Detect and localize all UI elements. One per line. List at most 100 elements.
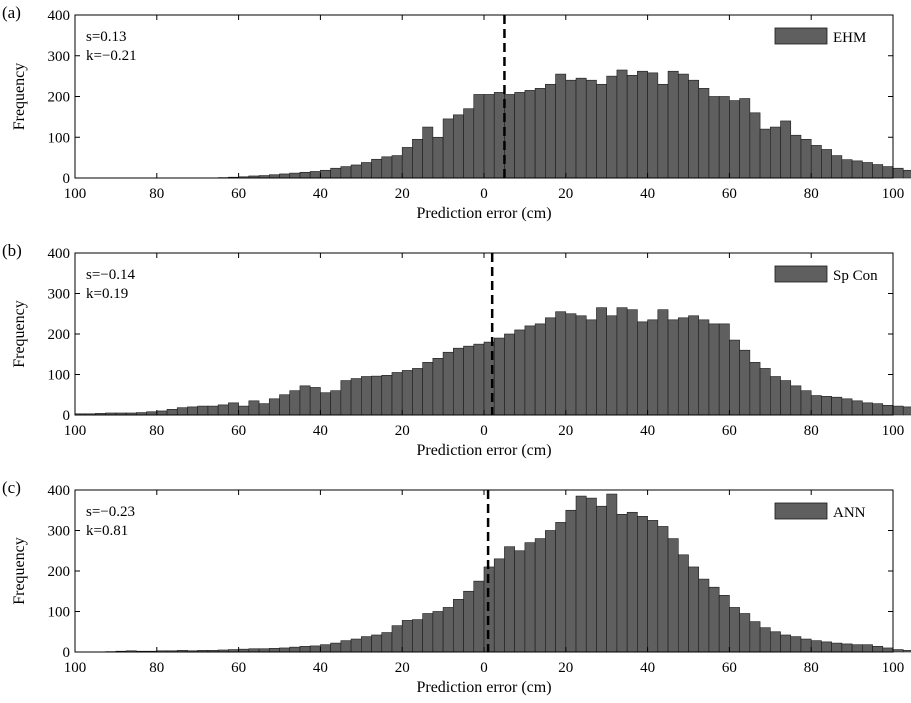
x-tick-label: 100 <box>882 660 905 676</box>
histogram-bar <box>790 134 802 179</box>
histogram-bar <box>350 164 362 179</box>
histogram-bar <box>371 158 383 179</box>
histogram-bar <box>902 169 911 179</box>
histogram-bar <box>463 345 475 416</box>
x-tick-label: 60 <box>231 660 246 676</box>
histogram-bar <box>289 390 301 416</box>
y-tick-label: 0 <box>63 171 71 187</box>
histogram-bar <box>320 392 331 416</box>
histogram-bar <box>616 69 628 179</box>
x-tick-label: 100 <box>64 423 87 439</box>
histogram-bar <box>156 410 168 416</box>
histogram-bar <box>555 73 567 179</box>
histogram-bar <box>626 309 638 416</box>
histogram-bar <box>524 325 536 416</box>
x-axis-label: Prediction error (cm) <box>416 442 551 459</box>
x-tick-label: 20 <box>395 660 410 676</box>
legend: EHM <box>774 27 866 46</box>
legend: Sp Con <box>774 265 878 284</box>
x-tick-label: 60 <box>231 423 246 439</box>
panel-c: 100 80 60 40 20 0 20 40 60 80 1000100200300400Pred… <box>2 478 911 696</box>
histogram-bar <box>902 406 911 416</box>
histogram-bar <box>759 128 771 179</box>
histogram-bar <box>790 385 802 416</box>
histogram-bar <box>831 396 843 416</box>
histogram-bar <box>187 406 198 416</box>
histogram-bar <box>279 647 291 653</box>
histogram-bar <box>320 169 331 179</box>
histogram-bar <box>401 370 413 416</box>
panel-a: 100 80 60 40 20 0 20 40 60 80 1000100200300400Pred… <box>2 3 911 222</box>
histogram-bar <box>718 594 730 653</box>
histogram-bar <box>432 136 444 179</box>
histogram-bar <box>565 509 577 653</box>
histogram-bar <box>422 362 434 416</box>
y-tick-label: 300 <box>48 49 71 65</box>
histogram-bar <box>207 405 219 416</box>
histogram-bar <box>606 493 618 653</box>
histogram-bar <box>422 126 434 179</box>
histogram-bar <box>350 638 362 653</box>
x-tick-label: 100 <box>882 186 905 202</box>
y-tick-label: 400 <box>48 8 71 24</box>
histogram-bar <box>350 378 362 416</box>
x-tick-label: 40 <box>313 660 328 676</box>
histogram-bar <box>596 505 607 653</box>
histogram-bar <box>769 376 781 416</box>
histogram-bar <box>504 94 515 179</box>
x-tick-label: 0 <box>480 186 488 202</box>
x-tick-label: 20 <box>558 186 573 202</box>
histogram-bar <box>749 621 761 653</box>
histogram-bar <box>780 380 792 416</box>
histogram-bar <box>585 497 597 653</box>
y-tick-label: 300 <box>48 287 71 303</box>
legend-swatch <box>774 265 828 283</box>
y-axis-label: Frequency <box>11 63 28 131</box>
histogram-bar <box>412 619 423 653</box>
histogram-bar <box>514 329 526 416</box>
x-tick-label: 0 <box>480 423 488 439</box>
histogram-bar <box>780 634 792 653</box>
histogram-bar <box>647 319 659 416</box>
bars <box>74 307 911 416</box>
histogram-bar <box>555 311 567 416</box>
histogram-bar <box>729 100 740 179</box>
x-tick-label: 60 <box>722 423 737 439</box>
x-tick-label: 100 <box>882 423 905 439</box>
histogram-bar <box>524 542 536 653</box>
histogram-bar <box>759 627 771 653</box>
histogram-bar <box>749 112 761 179</box>
histogram-bar <box>514 92 526 179</box>
histogram-bar <box>473 580 485 653</box>
histogram-bar <box>637 70 648 179</box>
histogram-bar <box>330 642 342 653</box>
histogram-bar <box>442 351 454 416</box>
y-tick-label: 0 <box>63 408 71 424</box>
histogram-bar <box>371 375 383 416</box>
histogram-bar <box>708 323 720 416</box>
panel-label: (c) <box>2 478 21 497</box>
histogram-bar <box>892 405 904 416</box>
legend-label: Sp Con <box>833 268 878 284</box>
x-tick-label: 40 <box>313 186 328 202</box>
histogram-bar <box>821 149 832 179</box>
panel-b: 100 80 60 40 20 0 20 40 60 80 1000100200300400Pred… <box>2 241 911 459</box>
histogram-bar <box>626 75 638 179</box>
histogram-bar <box>545 83 556 179</box>
x-axis-label: Prediction error (cm) <box>416 205 551 222</box>
histogram-bar <box>463 590 475 653</box>
panel-label: (a) <box>2 3 21 22</box>
histogram-bar <box>299 385 311 416</box>
histogram-bar <box>882 404 894 416</box>
histogram-bar <box>391 155 403 179</box>
histogram-bar <box>718 323 730 416</box>
x-tick-label: 20 <box>558 423 573 439</box>
x-tick-label: 40 <box>640 423 655 439</box>
y-tick-label: 400 <box>48 483 71 499</box>
histogram-bar <box>371 634 383 653</box>
histogram-bar <box>677 73 689 179</box>
y-axis-label: Frequency <box>11 300 28 368</box>
stat-annotation: k=0.19 <box>86 286 128 302</box>
histogram-bar <box>800 390 812 416</box>
